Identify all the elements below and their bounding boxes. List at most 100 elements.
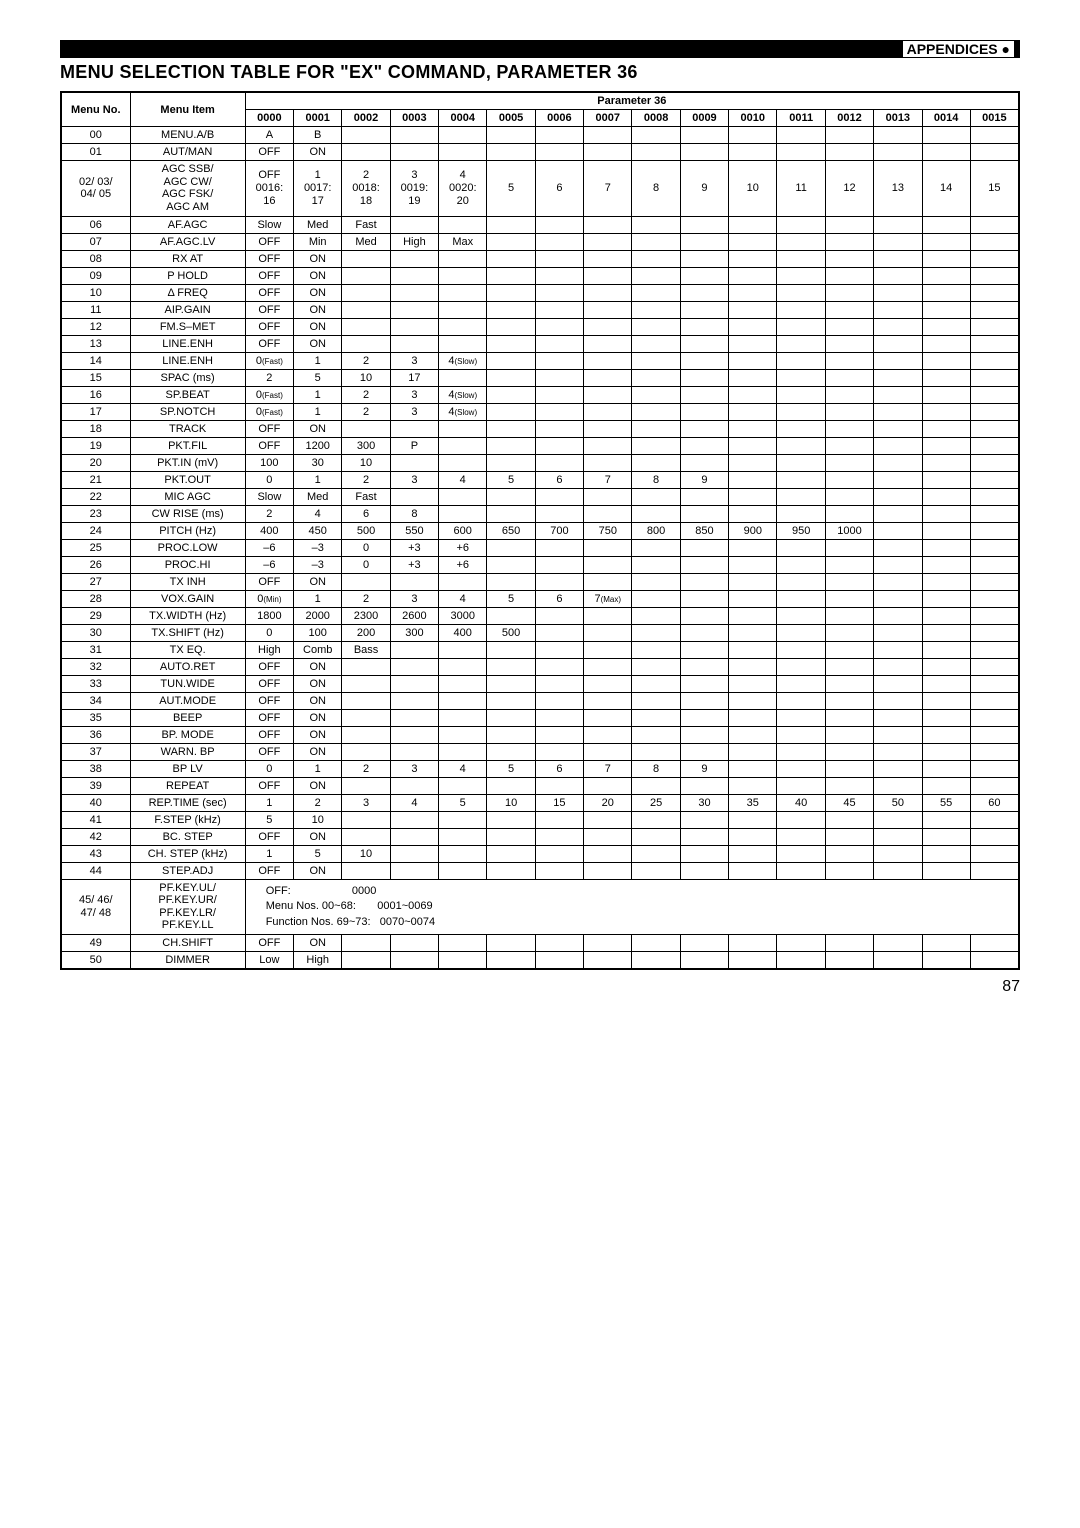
cell-value <box>632 127 680 144</box>
cell-value <box>874 658 922 675</box>
th-col-0004: 0004 <box>439 110 487 127</box>
cell-menu-item: Δ FREQ <box>130 284 245 301</box>
cell-value: 400 <box>245 522 293 539</box>
cell-value <box>584 284 632 301</box>
cell-value <box>390 726 438 743</box>
cell-menu-no: 45/ 46/47/ 48 <box>61 879 130 935</box>
cell-value <box>970 935 1019 952</box>
cell-value: ON <box>294 675 342 692</box>
cell-value <box>922 811 970 828</box>
cell-value <box>535 369 583 386</box>
cell-value <box>729 845 777 862</box>
cell-value <box>632 352 680 369</box>
cell-value <box>874 675 922 692</box>
cell-value <box>825 709 873 726</box>
cell-value <box>680 935 728 952</box>
cell-value <box>970 760 1019 777</box>
cell-menu-no: 17 <box>61 403 130 420</box>
cell-value <box>825 488 873 505</box>
cell-value <box>922 522 970 539</box>
cell-value <box>584 607 632 624</box>
cell-value <box>584 573 632 590</box>
cell-value <box>922 318 970 335</box>
cell-value <box>535 624 583 641</box>
cell-value <box>825 369 873 386</box>
cell-value: 6 <box>342 505 390 522</box>
cell-value: 850 <box>680 522 728 539</box>
cell-value: ON <box>294 777 342 794</box>
cell-menu-no: 38 <box>61 760 130 777</box>
cell-value <box>680 641 728 658</box>
th-col-0012: 0012 <box>825 110 873 127</box>
cell-value <box>874 760 922 777</box>
th-col-0000: 0000 <box>245 110 293 127</box>
cell-value: OFF <box>245 301 293 318</box>
cell-value <box>777 318 825 335</box>
cell-value <box>874 127 922 144</box>
cell-menu-item: LINE.ENH <box>130 352 245 369</box>
cell-value <box>680 952 728 970</box>
cell-value <box>487 420 535 437</box>
cell-value <box>632 318 680 335</box>
cell-value: 14 <box>922 161 970 217</box>
cell-value <box>777 403 825 420</box>
page-title: MENU SELECTION TABLE FOR "EX" COMMAND, P… <box>60 62 1020 83</box>
cell-value <box>874 573 922 590</box>
cell-value: ON <box>294 828 342 845</box>
cell-value: 2 <box>342 403 390 420</box>
cell-value <box>922 284 970 301</box>
cell-value <box>632 641 680 658</box>
cell-value <box>487 675 535 692</box>
cell-value <box>680 709 728 726</box>
cell-value: OFF <box>245 675 293 692</box>
cell-value <box>970 420 1019 437</box>
cell-value <box>777 471 825 488</box>
cell-value <box>487 709 535 726</box>
cell-value: ON <box>294 318 342 335</box>
cell-value <box>342 658 390 675</box>
cell-value: High <box>245 641 293 658</box>
cell-menu-no: 44 <box>61 862 130 879</box>
cell-value <box>584 726 632 743</box>
cell-value <box>825 658 873 675</box>
cell-value <box>825 233 873 250</box>
cell-value <box>680 352 728 369</box>
cell-value <box>584 403 632 420</box>
cell-value <box>825 335 873 352</box>
cell-value <box>680 573 728 590</box>
cell-value <box>680 250 728 267</box>
cell-value: 50 <box>874 794 922 811</box>
cell-value <box>439 454 487 471</box>
cell-value <box>535 216 583 233</box>
cell-value <box>922 692 970 709</box>
cell-menu-no: 49 <box>61 935 130 952</box>
cell-value <box>487 777 535 794</box>
cell-value: 20018:18 <box>342 161 390 217</box>
cell-value <box>390 573 438 590</box>
cell-value <box>535 250 583 267</box>
cell-menu-item: TRACK <box>130 420 245 437</box>
cell-value <box>584 420 632 437</box>
cell-value <box>390 318 438 335</box>
cell-value <box>680 556 728 573</box>
cell-value <box>632 590 680 607</box>
cell-menu-item: CH. STEP (kHz) <box>130 845 245 862</box>
cell-value: 2 <box>245 505 293 522</box>
cell-value <box>584 845 632 862</box>
cell-value <box>729 641 777 658</box>
cell-value <box>439 641 487 658</box>
cell-value: 10017:17 <box>294 161 342 217</box>
cell-value <box>487 935 535 952</box>
cell-value: 3 <box>390 471 438 488</box>
cell-value <box>874 862 922 879</box>
cell-value <box>535 641 583 658</box>
cell-value <box>777 505 825 522</box>
table-row: 18TRACKOFFON <box>61 420 1019 437</box>
table-row: 34AUT.MODEOFFON <box>61 692 1019 709</box>
table-row: 15SPAC (ms)251017 <box>61 369 1019 386</box>
cell-value <box>970 335 1019 352</box>
appendices-label: APPENDICES <box>903 41 1014 57</box>
table-row: 11AIP.GAINOFFON <box>61 301 1019 318</box>
cell-value <box>922 726 970 743</box>
cell-value: 550 <box>390 522 438 539</box>
